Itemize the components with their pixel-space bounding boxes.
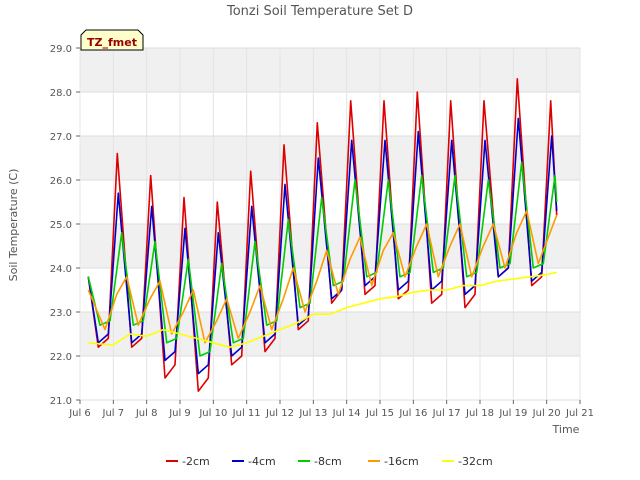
series-line-minus-32cm (88, 271, 557, 349)
series-line-minus-16cm (87, 210, 558, 344)
y-axis-label: Soil Temperature (C) (7, 169, 20, 282)
y-tick-label: 21.0 (50, 396, 72, 407)
x-tick-label: Jul 18 (465, 408, 494, 419)
x-tick-label: Jul 12 (265, 408, 294, 419)
x-axis-ticks: Jul 6 Jul 7 Jul 8 Jul 9 Jul 10 Jul 11 Jul 12 Ju… (68, 400, 594, 419)
legend-label: -2cm (182, 455, 210, 468)
x-tick-label: Jul 14 (332, 408, 361, 419)
x-tick-label: Jul 11 (232, 408, 261, 419)
legend-label: -4cm (248, 455, 276, 468)
badge-label: TZ_fmet (87, 36, 137, 49)
y-tick-label: 24.0 (50, 264, 72, 275)
series-lines (87, 78, 558, 393)
x-tick-label: Jul 7 (102, 408, 125, 419)
x-tick-label: Jul 20 (532, 408, 561, 419)
plot-band (80, 136, 580, 180)
x-tick-label: Jul 6 (68, 408, 91, 419)
y-tick-label: 27.0 (50, 132, 72, 143)
series-line-minus-8cm (87, 161, 558, 357)
y-tick-label: 28.0 (50, 88, 72, 99)
legend-item: -16cm (368, 455, 419, 468)
legend: -2cm -4cm -8cm -16cm -32cm (166, 455, 493, 468)
badge-shape (80, 29, 144, 51)
x-tick-label: Jul 15 (365, 408, 394, 419)
x-tick-label: Jul 17 (432, 408, 461, 419)
y-tick-label: 29.0 (50, 44, 72, 55)
legend-label: -32cm (458, 455, 493, 468)
legend-item: -2cm (166, 455, 210, 468)
legend-item: -4cm (232, 455, 276, 468)
y-tick-label: 26.0 (50, 176, 72, 187)
station-badge: TZ_fmet (80, 29, 144, 51)
x-tick-label: Jul 10 (198, 408, 227, 419)
x-tick-label: Jul 19 (498, 408, 527, 419)
x-tick-label: Jul 8 (135, 408, 158, 419)
legend-item: -8cm (298, 455, 342, 468)
x-tick-label: Jul 16 (398, 408, 427, 419)
legend-item: -32cm (442, 455, 493, 468)
x-tick-label: Jul 13 (298, 408, 327, 419)
plot-band (80, 312, 580, 356)
x-tick-label: Jul 21 (565, 408, 594, 419)
legend-label: -8cm (314, 455, 342, 468)
chart-title: Tonzi Soil Temperature Set D (226, 4, 413, 19)
y-tick-label: 25.0 (50, 220, 72, 231)
y-tick-label: 23.0 (50, 308, 72, 319)
plot-band (80, 48, 580, 92)
x-axis-label: Time (552, 423, 580, 436)
y-tick-label: 22.0 (50, 352, 72, 363)
legend-label: -16cm (384, 455, 419, 468)
y-axis-ticks: 21.0 22.0 23.0 24.0 25.0 26.0 27.0 28.0 29.0 (50, 44, 80, 407)
x-tick-label: Jul 9 (168, 408, 191, 419)
